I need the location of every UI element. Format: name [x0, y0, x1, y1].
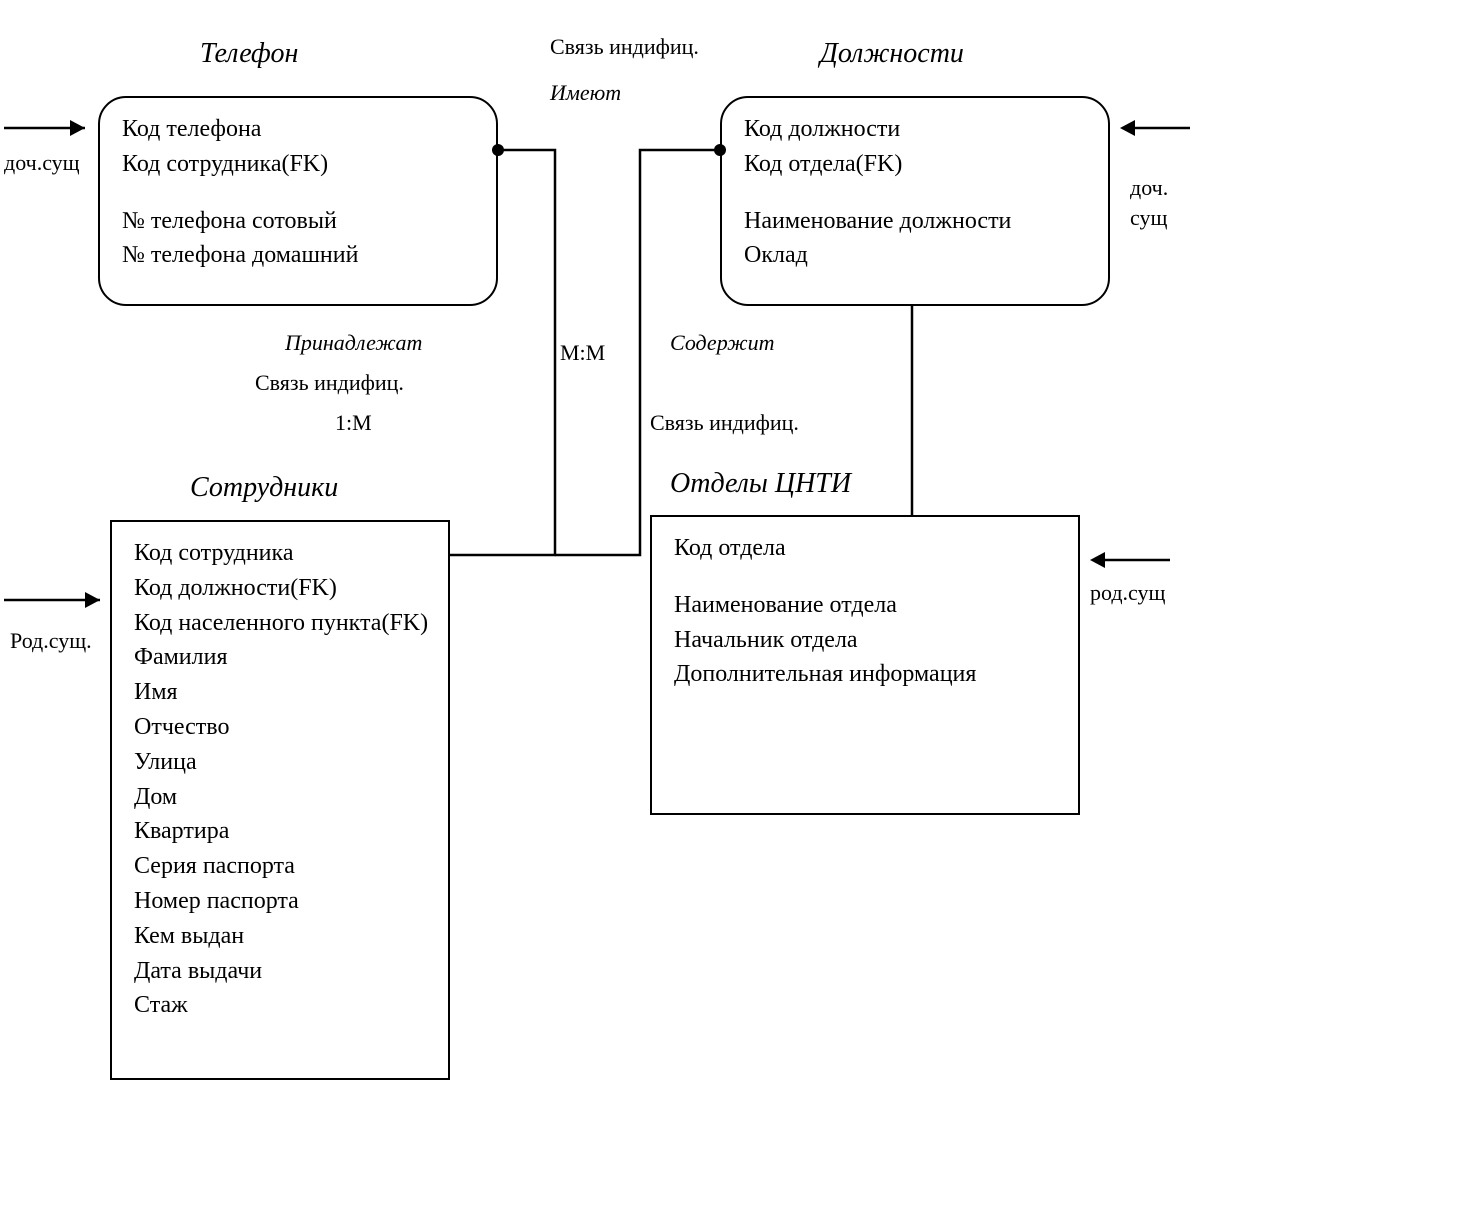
attr: № телефона домашний	[122, 238, 474, 273]
attr: Оклад	[744, 238, 1086, 273]
attr: Квартира	[134, 814, 426, 849]
attr: Код отдела	[674, 531, 1056, 566]
attr: Наименование отдела	[674, 588, 1056, 623]
attr: Дата выдачи	[134, 954, 426, 989]
attr: Стаж	[134, 988, 426, 1023]
label-belongs: Принадлежат	[285, 330, 422, 356]
label-1m: 1:M	[335, 410, 372, 436]
entity-phone: Код телефона Код сотрудника(FK) № телефо…	[98, 96, 498, 306]
attr: Код телефона	[122, 112, 474, 147]
entity-title-phone: Телефон	[200, 38, 298, 70]
attr: Код должности(FK)	[134, 571, 426, 606]
entity-title-departments: Отделы ЦНТИ	[670, 468, 851, 500]
attr: Фамилия	[134, 640, 426, 675]
attr: Отчество	[134, 710, 426, 745]
label-mm: M:M	[560, 340, 605, 366]
attr: Дополнительная информация	[674, 657, 1056, 692]
er-diagram-canvas: Телефон Должности Сотрудники Отделы ЦНТИ…	[0, 0, 1457, 1228]
arrow-child-left	[4, 120, 85, 136]
attr: Имя	[134, 675, 426, 710]
attr: Кем выдан	[134, 919, 426, 954]
label-child-right-2: сущ	[1130, 205, 1167, 231]
attr: Код должности	[744, 112, 1086, 147]
label-rel-top: Связь индифиц.	[550, 34, 699, 60]
entity-employees: Код сотрудника Код должности(FK) Код нас…	[110, 520, 450, 1080]
arrow-parent-right	[1090, 552, 1170, 568]
attr: Начальник отдела	[674, 623, 1056, 658]
attr: Номер паспорта	[134, 884, 426, 919]
entity-title-positions: Должности	[820, 38, 964, 70]
entity-title-employees: Сотрудники	[190, 472, 338, 504]
label-parent-left: Род.сущ.	[10, 628, 92, 654]
label-contains: Содержит	[670, 330, 775, 356]
attr: Улица	[134, 745, 426, 780]
arrow-child-right	[1120, 120, 1190, 136]
attr: Серия паспорта	[134, 849, 426, 884]
label-child-left: доч.сущ	[4, 150, 80, 176]
label-child-right-1: доч.	[1130, 175, 1168, 201]
label-rel-right: Связь индифиц.	[650, 410, 799, 436]
entity-departments: Код отдела Наименование отдела Начальник…	[650, 515, 1080, 815]
attr: Наименование должности	[744, 204, 1086, 239]
label-has: Имеют	[550, 80, 621, 106]
attr: Дом	[134, 780, 426, 815]
attr: № телефона сотовый	[122, 204, 474, 239]
label-rel-left: Связь индифиц.	[255, 370, 404, 396]
attr: Код населенного пункта(FK)	[134, 606, 426, 641]
label-parent-right: род.сущ	[1090, 580, 1165, 606]
attr: Код отдела(FK)	[744, 147, 1086, 182]
attr: Код сотрудника	[134, 536, 426, 571]
entity-positions: Код должности Код отдела(FK) Наименовани…	[720, 96, 1110, 306]
arrow-parent-left	[4, 592, 100, 608]
attr: Код сотрудника(FK)	[122, 147, 474, 182]
